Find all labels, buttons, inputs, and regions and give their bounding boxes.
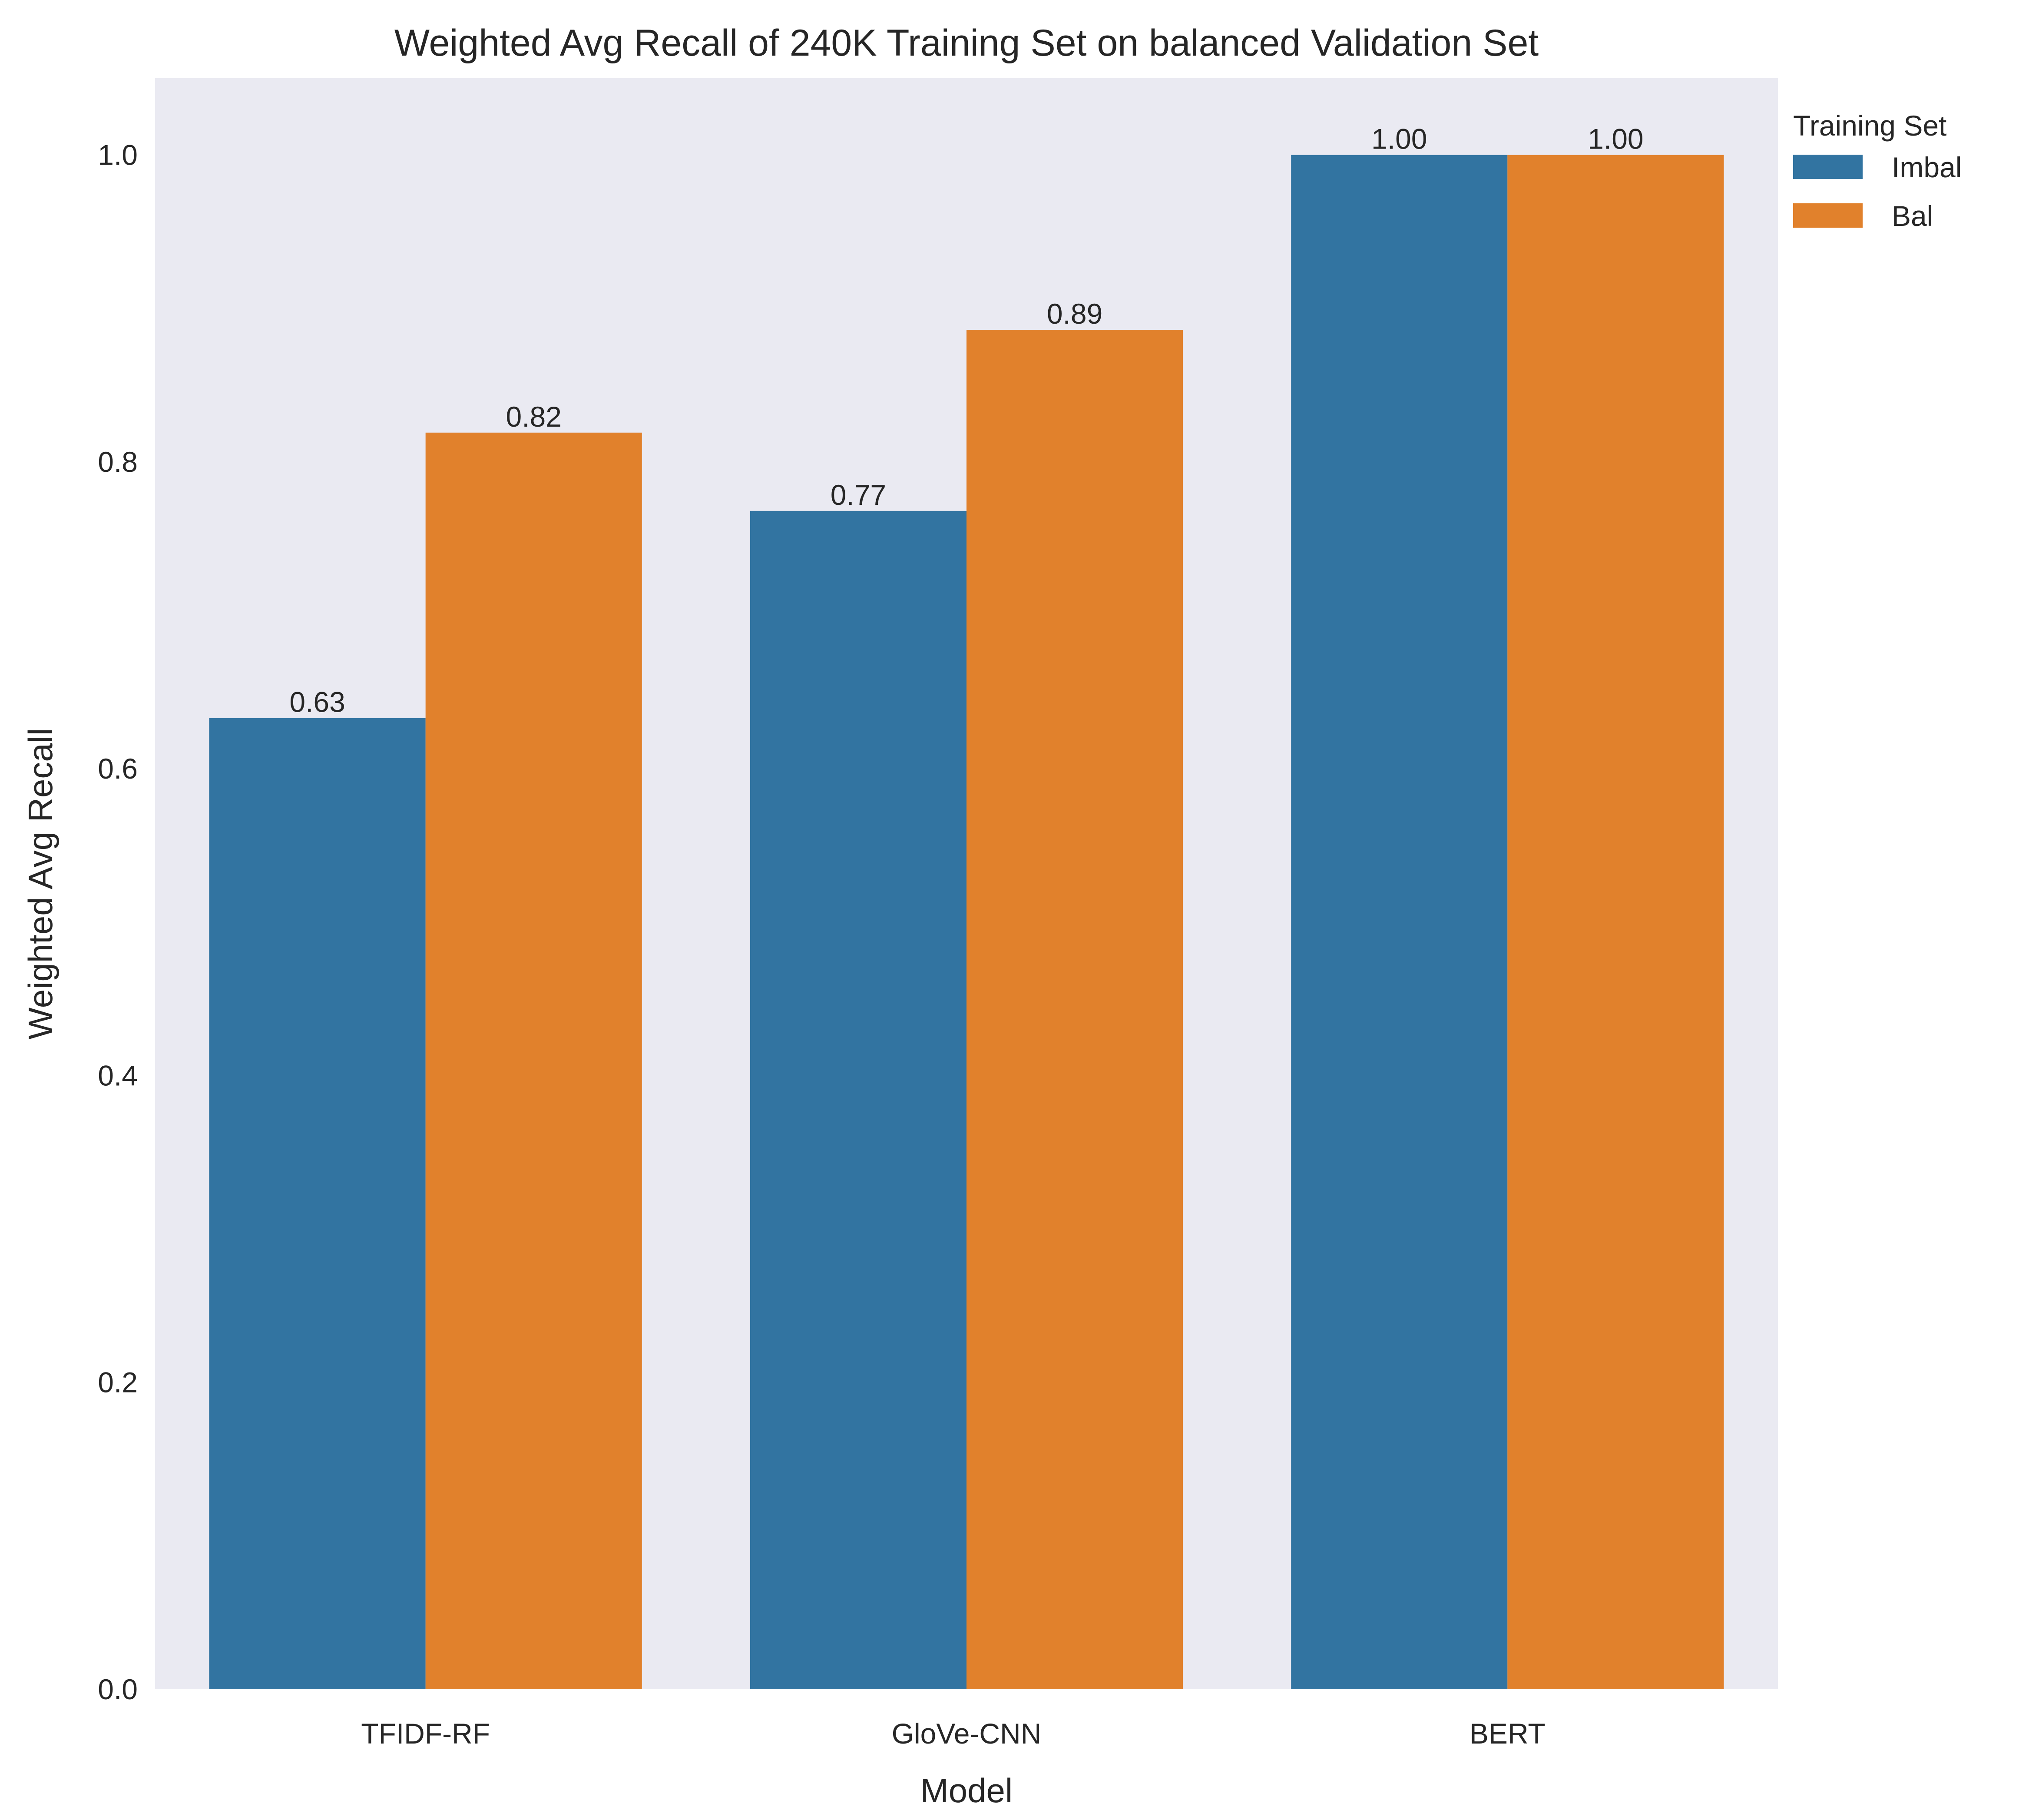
legend-swatch-imbal: [1793, 155, 1863, 179]
bar-tfidf-rf-bal: [425, 432, 642, 1689]
legend-title: Training Set: [1793, 109, 1946, 142]
legend-swatch-bal: [1793, 203, 1863, 228]
bar-value-label: 1.00: [1588, 123, 1643, 155]
x-axis-ticks: TFIDF-RF GloVe-CNN BERT: [361, 1717, 1546, 1750]
y-tick-label: 0.0: [98, 1673, 138, 1705]
bar-bert-bal: [1507, 155, 1724, 1689]
chart-title: Weighted Avg Recall of 240K Training Set…: [394, 22, 1539, 64]
bar-value-label: 0.89: [1047, 298, 1102, 330]
x-tick-label: GloVe-CNN: [892, 1717, 1042, 1750]
y-tick-label: 0.6: [98, 753, 138, 785]
legend: Training Set Imbal Bal: [1793, 109, 1962, 232]
bar-glove-cnn-bal: [966, 330, 1183, 1689]
y-tick-label: 0.4: [98, 1059, 138, 1091]
legend-label-bal: Bal: [1892, 200, 1933, 232]
bar-value-label: 0.77: [831, 479, 886, 511]
y-tick-label: 1.0: [98, 139, 138, 171]
bar-tfidf-rf-imbal: [209, 718, 426, 1689]
y-axis-ticks: 0.0 0.2 0.4 0.6 0.8 1.0: [98, 139, 138, 1705]
y-tick-label: 0.2: [98, 1366, 138, 1399]
bars-layer: 0.63 0.77 1.00 0.82 0.89 1.00: [209, 123, 1724, 1690]
y-tick-label: 0.8: [98, 446, 138, 478]
bar-value-label: 0.82: [506, 401, 561, 433]
y-axis-label: Weighted Avg Recall: [21, 728, 60, 1040]
bar-value-label: 0.63: [289, 686, 345, 718]
legend-label-imbal: Imbal: [1892, 151, 1962, 183]
x-axis-label: Model: [920, 1771, 1013, 1810]
x-tick-label: TFIDF-RF: [361, 1717, 490, 1750]
bar-glove-cnn-imbal: [750, 511, 966, 1690]
bar-bert-imbal: [1291, 155, 1508, 1689]
x-tick-label: BERT: [1470, 1717, 1546, 1750]
bar-value-label: 1.00: [1371, 123, 1427, 155]
